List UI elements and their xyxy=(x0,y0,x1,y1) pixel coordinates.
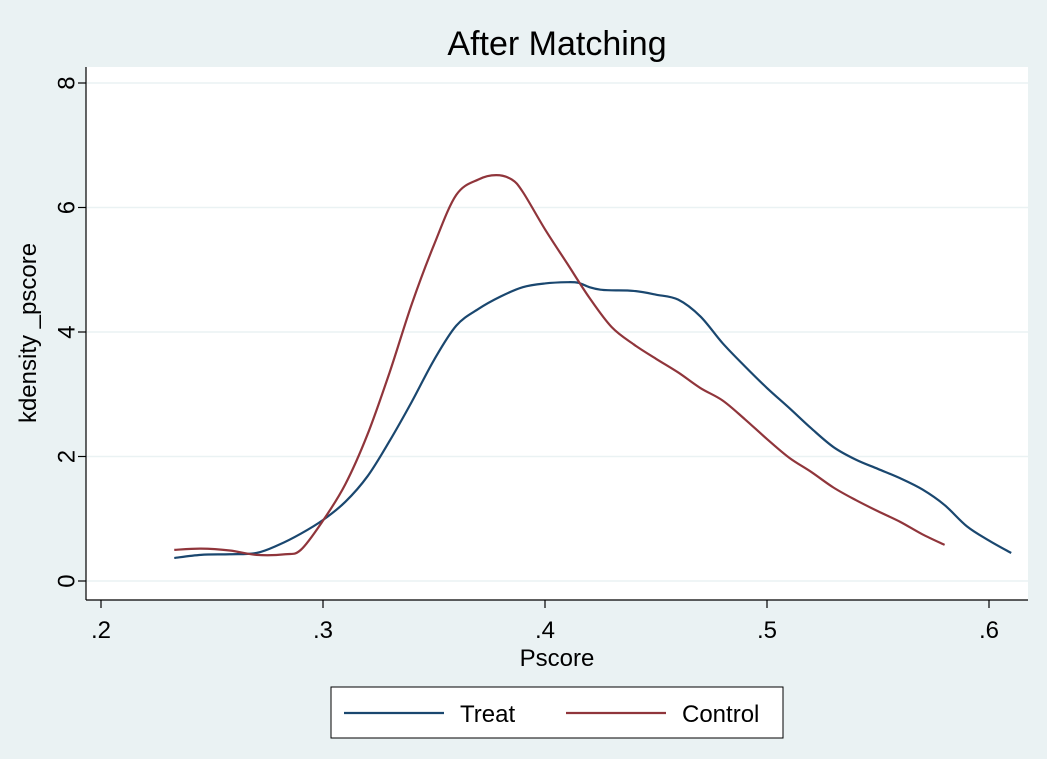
legend-label-treat: Treat xyxy=(460,701,515,728)
x-tick-label: .2 xyxy=(91,617,111,644)
series-line-control xyxy=(174,174,946,557)
x-ticks: .2 .3 .4 .5 .6 xyxy=(91,600,999,644)
x-tick-label: .4 xyxy=(535,617,555,644)
x-axis-label: Pscore xyxy=(520,645,595,672)
y-tick-label: 2 xyxy=(53,450,80,463)
y-axis-label: kdensity _pscore xyxy=(15,243,42,423)
y-tick-label: 0 xyxy=(53,574,80,587)
x-tick-label: .5 xyxy=(757,617,777,644)
y-tick-label: 6 xyxy=(53,201,80,214)
plot-area xyxy=(86,67,1028,600)
y-ticks: 0 2 4 6 8 xyxy=(53,76,86,588)
series-line-treat xyxy=(174,281,1012,560)
legend-label-control: Control xyxy=(682,701,759,728)
y-tick-label: 8 xyxy=(53,76,80,89)
x-tick-label: .3 xyxy=(313,617,333,644)
series-lines xyxy=(174,174,1012,560)
chart-title: After Matching xyxy=(447,25,666,63)
x-tick-label: .6 xyxy=(979,617,999,644)
gridlines xyxy=(86,82,1028,582)
legend: Treat Control xyxy=(330,686,784,739)
y-tick-label: 4 xyxy=(53,325,80,338)
